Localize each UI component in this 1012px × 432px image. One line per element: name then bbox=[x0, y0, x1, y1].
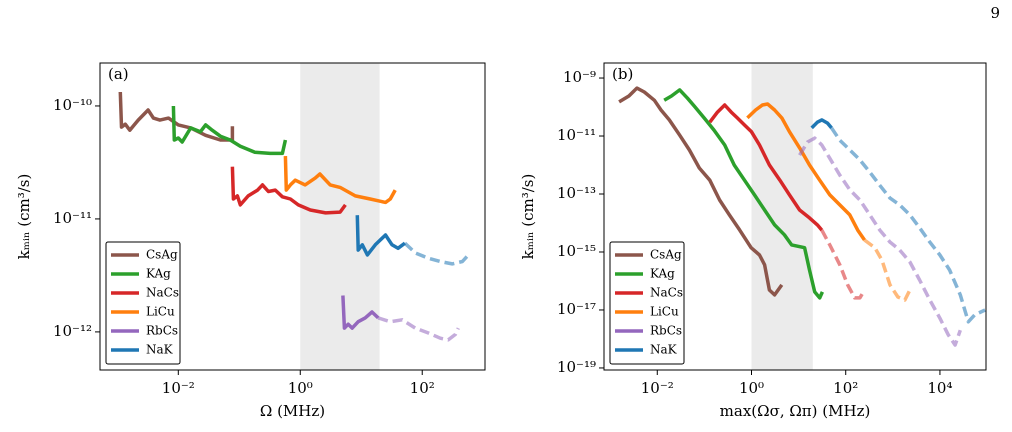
x-tick-label: 10⁰ bbox=[739, 379, 764, 397]
y-tick-label: 10⁻¹³ bbox=[557, 184, 596, 202]
legend-label: CsAg bbox=[146, 248, 178, 262]
y-tick-label: 10⁻¹² bbox=[53, 322, 92, 340]
legend-label: RbCs bbox=[650, 324, 682, 338]
y-tick-label: 10⁻¹⁹ bbox=[557, 358, 596, 376]
series-line bbox=[230, 166, 347, 215]
series-line bbox=[355, 215, 406, 257]
series-line bbox=[863, 238, 912, 302]
y-axis-label: kₘᵢₙ (cm³/s) bbox=[15, 174, 33, 260]
y-tick-label: 10⁻⁹ bbox=[563, 68, 596, 86]
axes-frame bbox=[603, 62, 987, 371]
x-axis-label: max(Ωσ, Ωπ) (MHz) bbox=[720, 402, 871, 420]
legend-label: NaCs bbox=[650, 286, 683, 300]
series-line bbox=[830, 126, 986, 324]
y-tick-label: 10⁻¹⁵ bbox=[557, 242, 596, 260]
panel: 10⁻² 10⁰ 10² 10⁴ 10⁻¹⁹ 10⁻¹⁷ 10⁻¹⁵ 10⁻¹³ 10⁻¹¹ 10… bbox=[519, 62, 987, 420]
series-line bbox=[618, 86, 784, 297]
legend-label: LiCu bbox=[650, 305, 679, 319]
legend-label: NaK bbox=[146, 343, 174, 357]
series-line bbox=[810, 118, 833, 130]
series-line bbox=[820, 229, 867, 300]
axes-frame bbox=[99, 62, 486, 371]
legend: CsAg KAg NaCs LiCu RbCs NaK bbox=[609, 241, 685, 365]
series-line bbox=[663, 88, 824, 300]
series-line bbox=[708, 103, 824, 232]
y-tick-label: 10⁻¹⁷ bbox=[557, 300, 596, 318]
legend-label: NaK bbox=[650, 343, 678, 357]
series-line bbox=[171, 105, 288, 156]
x-tick-label: 10² bbox=[833, 379, 858, 397]
series-line bbox=[403, 241, 469, 266]
series-line bbox=[746, 102, 866, 241]
series-line bbox=[118, 91, 235, 142]
shaded-region bbox=[751, 63, 813, 370]
legend-label: KAg bbox=[650, 267, 675, 281]
series-line bbox=[283, 156, 397, 205]
panel-label: (b) bbox=[612, 65, 633, 83]
y-tick-label: 10⁻¹⁰ bbox=[53, 96, 92, 114]
x-axis-label: Ω (MHz) bbox=[260, 402, 325, 420]
y-axis-label: kₘᵢₙ (cm³/s) bbox=[519, 174, 537, 260]
legend-label: KAg bbox=[146, 267, 171, 281]
series-line bbox=[341, 295, 380, 330]
series-line bbox=[798, 136, 962, 347]
panel: 10⁻² 10⁰ 10² 10⁻¹² 10⁻¹¹ 10⁻¹⁰ (a) Ω (MHz) kₘᵢₙ … bbox=[15, 62, 486, 420]
lines bbox=[118, 91, 469, 342]
legend-label: LiCu bbox=[146, 305, 175, 319]
legend-label: CsAg bbox=[650, 248, 682, 262]
x-tick-label: 10⁰ bbox=[288, 379, 313, 397]
x-tick-label: 10⁻² bbox=[162, 379, 195, 397]
shaded-region bbox=[300, 63, 380, 370]
legend-label: RbCs bbox=[146, 324, 178, 338]
x-tick-label: 10² bbox=[410, 379, 435, 397]
panel-label: (a) bbox=[108, 65, 129, 83]
legend-label: NaCs bbox=[146, 286, 179, 300]
legend: CsAg KAg NaCs LiCu RbCs NaK bbox=[105, 241, 181, 365]
x-tick-label: 10⁴ bbox=[927, 379, 952, 397]
x-tick-label: 10⁻² bbox=[641, 379, 674, 397]
y-tick-label: 10⁻¹¹ bbox=[53, 209, 92, 227]
y-tick-label: 10⁻¹¹ bbox=[557, 126, 596, 144]
lines bbox=[618, 86, 986, 347]
series-line bbox=[377, 316, 460, 342]
page-number: 9 bbox=[990, 4, 1000, 22]
